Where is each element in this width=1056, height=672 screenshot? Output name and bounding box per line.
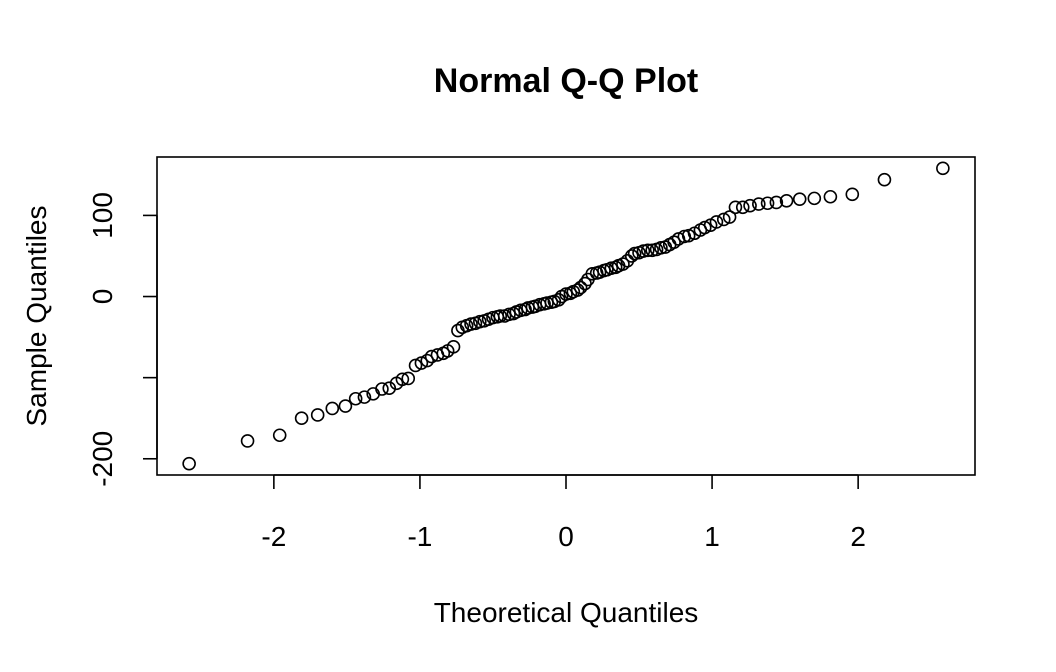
data-point — [667, 235, 681, 249]
x-tick-label: 1 — [704, 521, 720, 552]
x-tick-label: -1 — [407, 521, 432, 552]
y-tick-label: 0 — [87, 289, 118, 305]
x-tick-label: 2 — [850, 521, 866, 552]
data-point — [401, 371, 416, 386]
data-point — [936, 161, 950, 176]
data-point — [395, 372, 410, 387]
data-point — [735, 200, 750, 215]
data-point — [792, 192, 807, 206]
data-point — [760, 196, 775, 211]
data-points — [182, 161, 950, 471]
data-point — [616, 257, 630, 271]
data-point — [375, 382, 389, 396]
data-point — [709, 215, 724, 229]
data-point — [823, 189, 838, 204]
data-point — [240, 434, 255, 448]
data-point — [620, 254, 635, 268]
data-point — [807, 191, 822, 206]
x-axis: -2 -1 0 1 2 — [261, 474, 866, 552]
chart-title: Normal Q-Q Plot — [434, 62, 698, 100]
y-axis: -200 0 100 — [87, 192, 158, 487]
plot-frame — [156, 156, 976, 476]
data-point — [769, 195, 784, 210]
data-point — [446, 340, 461, 354]
data-point — [716, 212, 731, 227]
data-point — [325, 401, 340, 416]
x-tick-label: -2 — [261, 521, 286, 552]
data-point — [681, 228, 696, 243]
data-point — [779, 194, 794, 208]
data-point — [722, 210, 737, 224]
data-point — [493, 309, 508, 323]
data-point — [414, 356, 429, 370]
data-point — [272, 428, 287, 443]
data-point — [752, 197, 766, 211]
data-point — [845, 187, 860, 202]
data-point — [408, 358, 423, 373]
data-point — [348, 391, 363, 406]
data-point — [624, 249, 639, 263]
data-point — [640, 243, 655, 258]
data-point — [697, 220, 712, 235]
data-point — [573, 280, 588, 295]
data-point — [310, 408, 325, 422]
data-point — [357, 390, 372, 404]
y-axis-label: Sample Quantiles — [21, 205, 52, 426]
data-point — [728, 200, 743, 215]
data-point — [338, 399, 353, 413]
data-point — [578, 276, 592, 291]
x-tick-label: 0 — [558, 521, 574, 552]
data-point — [294, 411, 309, 426]
data-point — [420, 353, 435, 368]
data-point — [182, 456, 196, 471]
x-axis-label: Theoretical Quantiles — [434, 597, 699, 628]
data-point — [877, 172, 892, 187]
y-tick-label: 100 — [87, 192, 118, 239]
y-tick-label: -200 — [87, 431, 118, 487]
data-point — [743, 198, 757, 213]
data-point — [382, 381, 397, 395]
